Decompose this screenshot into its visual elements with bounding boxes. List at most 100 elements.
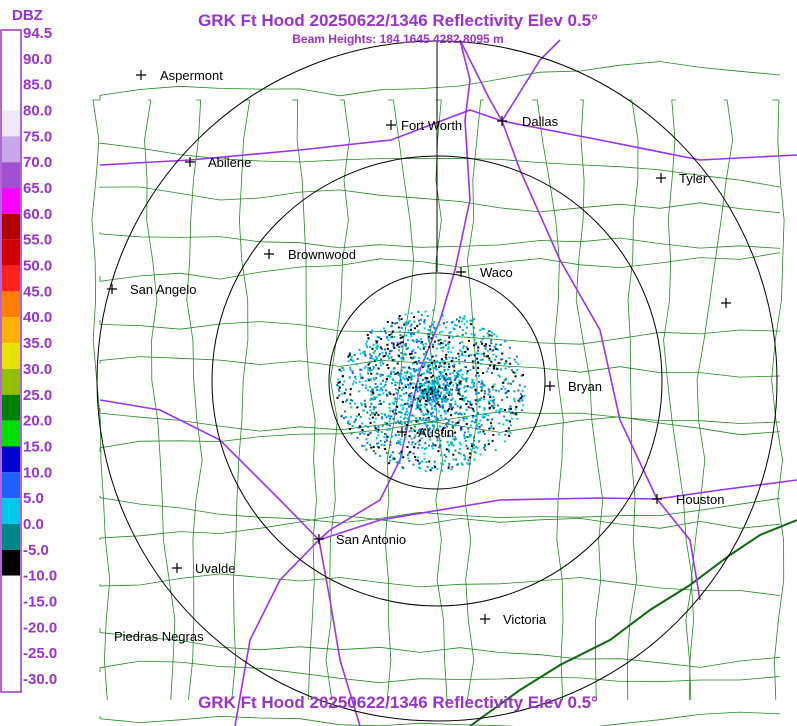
echo-pixel xyxy=(417,310,420,313)
echo-pixel xyxy=(371,398,374,401)
echo-pixel xyxy=(418,439,421,442)
echo-pixel xyxy=(457,392,460,395)
echo-pixel xyxy=(409,325,412,328)
echo-pixel xyxy=(408,412,411,415)
echo-pixel xyxy=(448,336,451,339)
echo-pixel xyxy=(382,392,385,395)
echo-pixel xyxy=(420,437,423,440)
echo-pixel xyxy=(502,385,505,388)
echo-pixel xyxy=(348,353,351,356)
echo-pixel xyxy=(447,435,449,438)
echo-pixel xyxy=(373,358,376,361)
echo-pixel xyxy=(395,421,397,424)
echo-pixel xyxy=(363,367,366,370)
echo-pixel xyxy=(441,404,444,406)
echo-pixel xyxy=(458,381,461,384)
echo-pixel xyxy=(416,331,419,334)
echo-pixel xyxy=(392,456,395,459)
county-line xyxy=(689,99,734,701)
echo-pixel xyxy=(479,386,482,388)
echo-pixel xyxy=(394,388,397,391)
echo-pixel xyxy=(423,322,426,325)
echo-pixel xyxy=(465,403,468,405)
city-marker xyxy=(264,249,274,259)
echo-pixel xyxy=(475,393,478,395)
echo-pixel xyxy=(444,412,447,415)
echo-pixel xyxy=(484,445,487,448)
echo-pixel xyxy=(390,324,393,327)
echo-pixel xyxy=(436,435,438,438)
echo-pixel xyxy=(462,317,465,320)
echo-pixel xyxy=(458,379,461,382)
legend-label: -15.0 xyxy=(23,593,57,610)
echo-pixel xyxy=(378,353,381,355)
echo-pixel xyxy=(405,348,408,351)
echo-pixel xyxy=(505,430,508,432)
echo-pixel xyxy=(449,331,452,333)
echo-pixel xyxy=(390,454,393,457)
echo-pixel xyxy=(417,459,419,462)
echo-pixel xyxy=(441,387,444,390)
echo-pixel xyxy=(423,433,426,436)
echo-pixel xyxy=(417,430,420,433)
legend-swatch xyxy=(2,213,20,240)
echo-pixel xyxy=(430,398,433,401)
echo-pixel xyxy=(424,413,427,416)
echo-pixel xyxy=(452,437,455,440)
echo-pixel xyxy=(459,412,462,415)
echo-pixel xyxy=(410,397,413,400)
echo-pixel xyxy=(469,434,471,437)
echo-pixel xyxy=(463,454,465,457)
echo-pixel xyxy=(379,361,382,364)
echo-pixel xyxy=(498,422,501,425)
echo-pixel xyxy=(380,416,383,419)
echo-pixel xyxy=(510,424,512,427)
echo-pixel xyxy=(421,343,424,346)
echo-pixel xyxy=(436,418,439,421)
echo-pixel xyxy=(410,356,413,359)
echo-pixel xyxy=(450,403,453,406)
echo-pixel xyxy=(483,432,486,435)
echo-pixel xyxy=(445,378,448,381)
echo-pixel xyxy=(435,416,438,419)
echo-pixel xyxy=(438,362,441,365)
echo-pixel xyxy=(444,340,447,342)
echo-pixel xyxy=(428,329,431,332)
echo-pixel xyxy=(386,435,389,438)
echo-pixel xyxy=(375,364,378,366)
echo-pixel xyxy=(375,341,378,344)
echo-pixel xyxy=(386,347,389,350)
echo-pixel xyxy=(476,371,479,374)
echo-pixel xyxy=(381,424,384,427)
echo-pixel xyxy=(428,346,431,348)
echo-pixel xyxy=(361,376,364,379)
echo-pixel xyxy=(358,413,360,416)
echo-pixel xyxy=(393,403,395,406)
echo-pixel xyxy=(384,421,386,424)
echo-pixel xyxy=(386,428,389,431)
echo-pixel xyxy=(521,389,524,392)
legend-swatch xyxy=(2,368,20,395)
echo-pixel xyxy=(440,454,442,457)
echo-pixel xyxy=(386,393,389,396)
echo-pixel xyxy=(483,344,486,347)
echo-pixel xyxy=(495,335,498,338)
echo-pixel xyxy=(338,394,341,397)
echo-pixel xyxy=(429,388,431,391)
echo-pixel xyxy=(499,408,502,410)
echo-pixel xyxy=(445,400,448,403)
echo-pixel xyxy=(361,431,364,434)
echo-pixel xyxy=(451,321,453,324)
city-label: Dallas xyxy=(522,114,559,129)
echo-pixel xyxy=(505,360,508,363)
echo-pixel xyxy=(358,426,361,429)
echo-pixel xyxy=(360,402,363,405)
echo-pixel xyxy=(474,399,477,402)
echo-pixel xyxy=(434,403,437,406)
echo-pixel xyxy=(463,458,466,460)
legend-swatch xyxy=(2,472,20,499)
echo-pixel xyxy=(384,433,386,435)
echo-pixel xyxy=(440,372,442,375)
echo-pixel xyxy=(375,356,378,358)
echo-pixel xyxy=(409,353,411,356)
